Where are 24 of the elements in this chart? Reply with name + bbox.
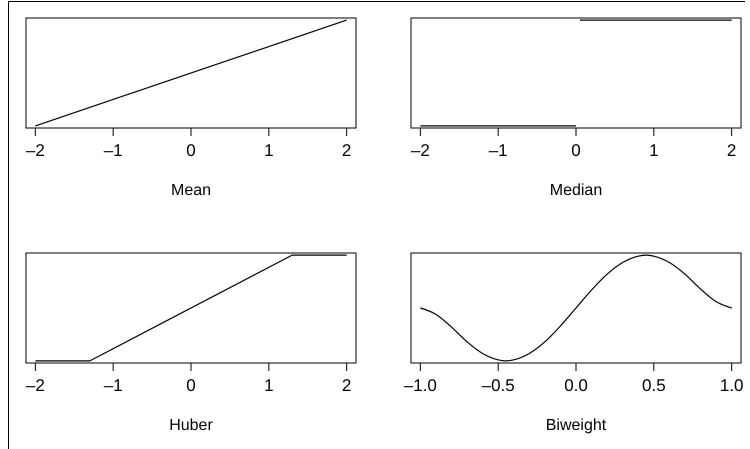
x-tick-label: 0	[571, 141, 581, 160]
x-tick-label: –1	[488, 141, 508, 160]
x-tick-label: 1	[264, 141, 274, 160]
x-tick-label: –1	[104, 376, 123, 395]
x-axis-title: Median	[550, 182, 602, 199]
x-tick-label: 1.0	[720, 376, 744, 395]
x-tick-label: –1	[104, 141, 123, 160]
x-tick-label: –2	[26, 141, 45, 160]
x-axis-title: Mean	[170, 182, 212, 199]
x-tick-label: –1.0	[404, 376, 437, 395]
x-tick-label: –2	[26, 376, 45, 395]
x-tick-label: 0	[186, 376, 196, 395]
x-tick-label: 1	[649, 141, 659, 160]
x-tick-label: 0.5	[642, 376, 666, 395]
x-tick-label: 2	[342, 376, 352, 395]
x-tick-label: –0.5	[482, 376, 515, 395]
x-tick-label: 2	[726, 141, 736, 160]
x-tick-label: –2	[410, 141, 430, 160]
x-tick-label: 1	[264, 376, 274, 395]
x-tick-label: 0.0	[564, 376, 588, 395]
x-tick-label: 0	[186, 141, 196, 160]
x-axis-title: Biweight	[546, 417, 607, 434]
x-axis-title: Huber	[169, 417, 214, 434]
x-tick-label: 2	[342, 141, 352, 160]
